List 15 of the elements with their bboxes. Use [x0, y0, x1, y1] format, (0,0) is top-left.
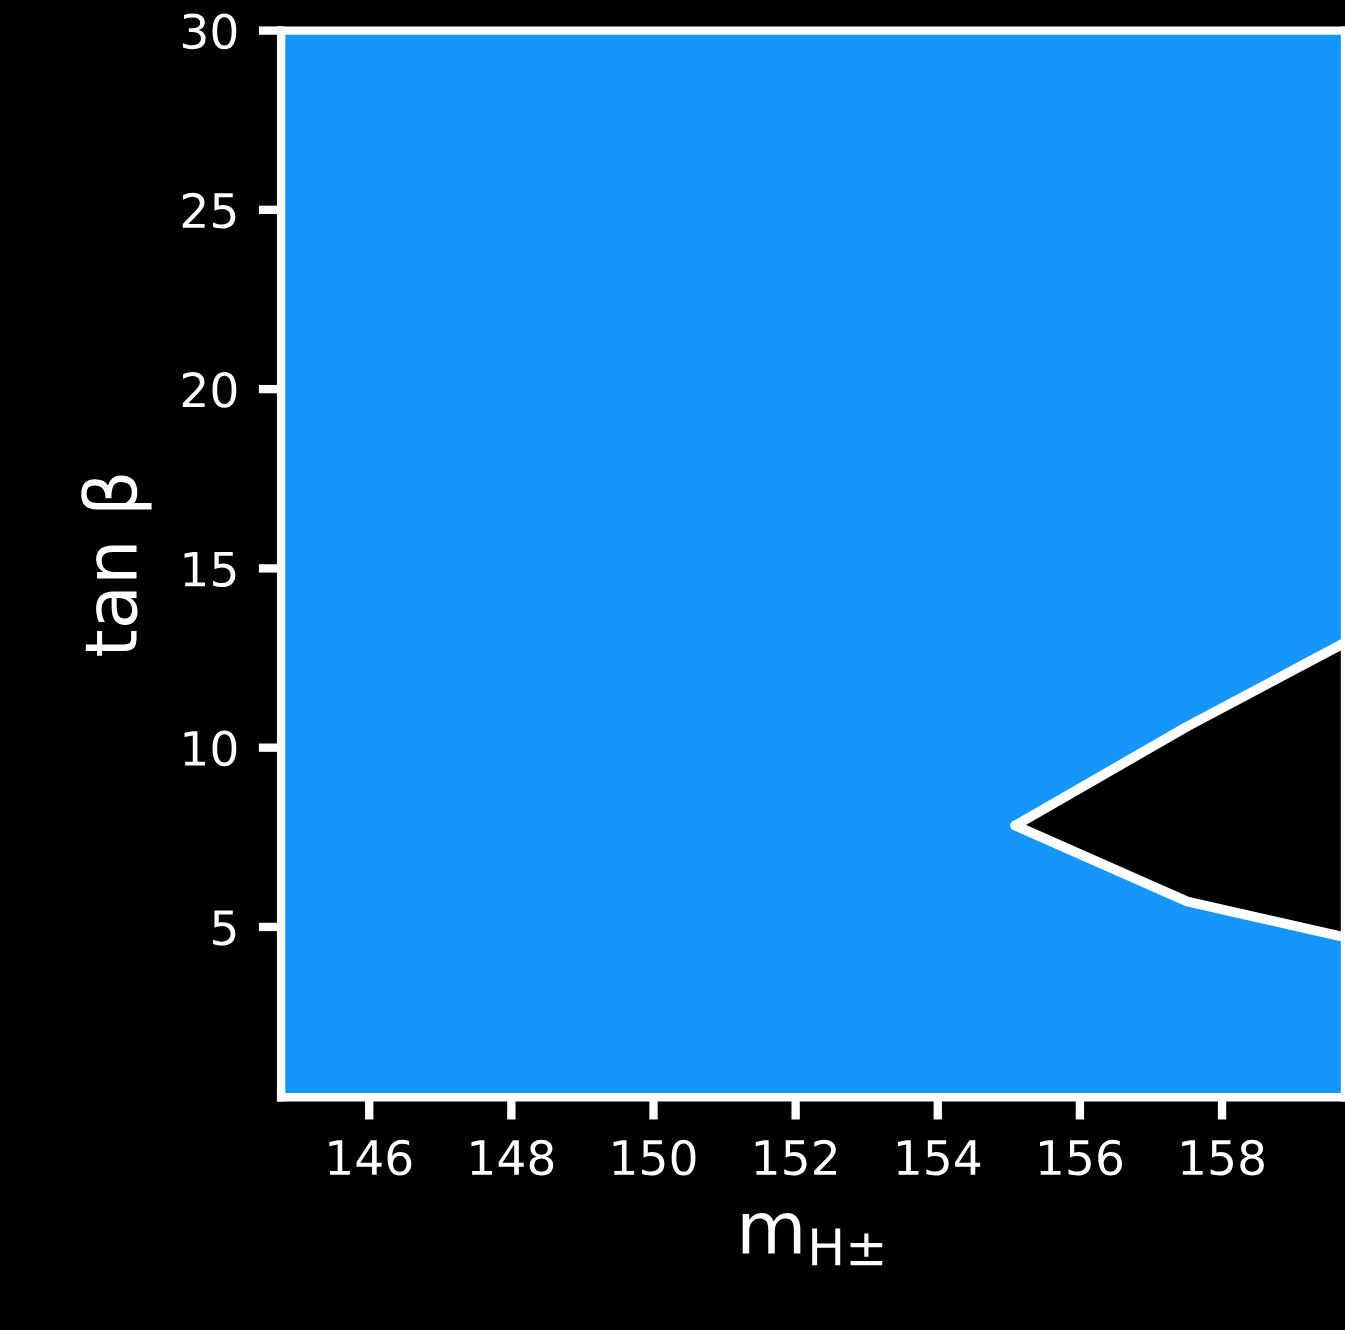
x-tick-label: 154	[897, 1140, 981, 1176]
y-tick-label: 10	[184, 730, 237, 767]
x-tick-label: 152	[755, 1139, 836, 1176]
y-tick-label: 15	[184, 551, 236, 588]
x-tick-label: 148	[471, 1139, 554, 1176]
x-tick-label: 146	[329, 1139, 412, 1176]
x-tick-label: 150	[613, 1139, 696, 1176]
y-tick-label: 25	[182, 192, 236, 229]
x-tick-label: 158	[1182, 1139, 1264, 1176]
x-tick-label: 156	[1040, 1139, 1123, 1176]
x-axis-title: m$_{H±}$	[742, 1212, 883, 1266]
y-tick-label: 30	[182, 13, 237, 50]
y-tick-label: 20	[182, 372, 237, 408]
y-axis-title: tan β	[81, 475, 152, 656]
y-tick-label: 5	[213, 910, 236, 946]
